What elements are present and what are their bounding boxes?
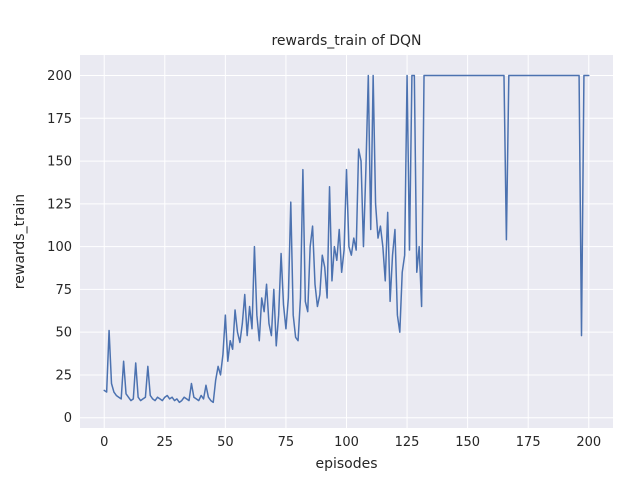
x-tick-label: 150 xyxy=(455,435,480,450)
x-tick-label: 25 xyxy=(157,435,174,450)
y-tick-label: 200 xyxy=(47,69,72,84)
y-tick-label: 125 xyxy=(47,197,72,212)
x-tick-label: 75 xyxy=(278,435,295,450)
y-tick-label: 50 xyxy=(55,326,72,341)
x-tick-label: 200 xyxy=(576,435,601,450)
y-axis-label: rewards_train xyxy=(12,194,28,289)
y-tick-label: 0 xyxy=(64,411,72,426)
y-tick-label: 25 xyxy=(55,368,72,383)
x-axis-label: episodes xyxy=(315,456,377,472)
series-line-rewards-train xyxy=(103,74,590,404)
y-tick-label: 150 xyxy=(47,155,72,170)
y-tick-label: 100 xyxy=(47,240,72,255)
y-tick-label: 75 xyxy=(55,283,72,298)
y-tick-label: 175 xyxy=(47,112,72,127)
x-tick-label: 125 xyxy=(395,435,420,450)
x-tick-label: 0 xyxy=(100,435,108,450)
x-tick-label: 50 xyxy=(217,435,234,450)
chart-title: rewards_train of DQN xyxy=(271,33,421,49)
x-tick-label: 100 xyxy=(334,435,359,450)
x-tick-label: 175 xyxy=(516,435,541,450)
